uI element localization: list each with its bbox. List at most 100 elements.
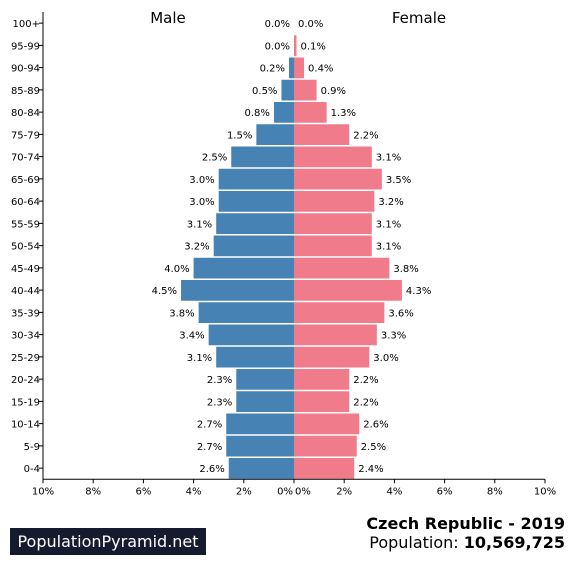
female-bar-45-49 — [294, 257, 390, 279]
x-tick-label: 8% — [487, 486, 503, 497]
female-value-label: 3.3% — [381, 331, 406, 342]
female-bar-10-14 — [294, 413, 360, 435]
x-tick-label: 4% — [186, 486, 202, 497]
female-value-label: 1.3% — [331, 108, 356, 119]
age-group-label: 60-64 — [11, 197, 40, 208]
male-bar-15-19 — [236, 391, 294, 412]
female-bar-0-4 — [294, 458, 355, 479]
male-header: Male — [150, 9, 186, 27]
female-value-label: 0.9% — [321, 86, 346, 97]
age-group-label: 35-39 — [11, 308, 40, 319]
age-group-label: 85-89 — [11, 86, 40, 97]
age-group-label: 20-24 — [11, 375, 40, 386]
x-tick-label: 0% — [277, 486, 293, 497]
male-value-label: 2.6% — [199, 464, 224, 475]
female-bar-55-59 — [294, 213, 372, 234]
male-value-label: 3.0% — [189, 175, 214, 186]
female-value-label: 4.3% — [406, 286, 431, 297]
male-bar-40-44 — [181, 280, 294, 301]
brand-logo[interactable]: PopulationPyramid.net — [10, 528, 206, 555]
male-value-label: 4.5% — [152, 286, 177, 297]
male-bar-25-29 — [216, 346, 294, 368]
x-tick-label: 10% — [534, 486, 556, 497]
female-bar-40-44 — [294, 280, 402, 301]
age-group-label: 25-29 — [11, 353, 40, 364]
male-value-label: 1.5% — [227, 130, 252, 141]
male-bar-80-84 — [273, 102, 294, 123]
age-group-label: 30-34 — [11, 331, 40, 342]
male-value-label: 0.5% — [252, 86, 277, 97]
female-bar-30-34 — [294, 324, 377, 346]
female-value-label: 2.4% — [358, 464, 383, 475]
female-bar-60-64 — [294, 191, 375, 212]
female-value-label: 3.1% — [376, 219, 401, 230]
male-value-label: 0.0% — [265, 41, 290, 52]
male-value-label: 2.3% — [207, 397, 232, 408]
female-bar-85-89 — [294, 79, 317, 101]
male-bar-60-64 — [218, 191, 294, 212]
female-value-label: 0.0% — [298, 19, 323, 30]
male-bar-65-69 — [218, 168, 294, 190]
male-value-label: 2.7% — [197, 442, 222, 453]
male-bar-35-39 — [198, 302, 294, 323]
male-value-label: 2.5% — [202, 153, 227, 164]
male-value-label: 4.0% — [164, 264, 189, 275]
female-value-label: 2.2% — [353, 375, 378, 386]
male-bar-90-94 — [288, 57, 294, 79]
female-bar-5-9 — [294, 435, 357, 457]
female-value-label: 3.0% — [373, 353, 398, 364]
female-value-label: 3.6% — [388, 308, 413, 319]
x-tick-label: 2% — [336, 486, 352, 497]
x-tick-label: 6% — [437, 486, 453, 497]
female-bar-35-39 — [294, 302, 385, 323]
male-value-label: 2.7% — [197, 420, 222, 431]
female-bar-50-54 — [294, 235, 372, 257]
x-tick-label: 4% — [386, 486, 402, 497]
female-value-label: 2.6% — [363, 420, 388, 431]
male-value-label: 3.8% — [169, 308, 194, 319]
female-bar-70-74 — [294, 146, 372, 168]
male-value-label: 0.2% — [260, 64, 285, 75]
age-group-label: 10-14 — [11, 420, 40, 431]
age-group-label: 50-54 — [11, 242, 40, 253]
male-value-label: 3.0% — [189, 197, 214, 208]
female-value-label: 3.8% — [393, 264, 418, 275]
male-bar-5-9 — [226, 435, 294, 457]
female-bar-15-19 — [294, 391, 350, 412]
female-bar-90-94 — [294, 57, 305, 79]
male-value-label: 3.2% — [184, 242, 209, 253]
male-bar-70-74 — [231, 146, 294, 168]
male-bar-85-89 — [281, 79, 294, 101]
female-value-label: 3.5% — [386, 175, 411, 186]
male-bar-45-49 — [193, 257, 294, 279]
age-group-label: 0-4 — [24, 464, 40, 475]
age-group-label: 65-69 — [11, 175, 40, 186]
female-bar-25-29 — [294, 346, 370, 368]
age-group-label: 55-59 — [11, 219, 40, 230]
x-tick-label: 10% — [32, 486, 54, 497]
female-value-label: 0.1% — [301, 41, 326, 52]
age-group-label: 40-44 — [11, 286, 40, 297]
female-value-label: 0.4% — [308, 64, 333, 75]
female-bar-95-99 — [294, 35, 297, 56]
male-bar-10-14 — [226, 413, 294, 435]
x-tick-label: 8% — [85, 486, 101, 497]
male-bar-75-79 — [256, 124, 294, 145]
x-tick-label: 2% — [236, 486, 252, 497]
population-value: 10,569,725 — [463, 533, 565, 552]
population-line: Population: 10,569,725 — [369, 533, 565, 552]
female-value-label: 3.1% — [376, 153, 401, 164]
male-value-label: 0.0% — [265, 19, 290, 30]
age-group-label: 95-99 — [11, 41, 40, 52]
female-value-label: 3.1% — [376, 242, 401, 253]
female-bar-20-24 — [294, 369, 350, 390]
female-value-label: 2.2% — [353, 397, 378, 408]
age-group-label: 80-84 — [11, 108, 40, 119]
age-group-label: 100+ — [13, 19, 40, 30]
x-tick-label: 0% — [295, 486, 311, 497]
female-bar-80-84 — [294, 102, 327, 123]
male-value-label: 3.4% — [179, 331, 204, 342]
male-bar-50-54 — [213, 235, 294, 257]
age-group-label: 15-19 — [11, 397, 40, 408]
